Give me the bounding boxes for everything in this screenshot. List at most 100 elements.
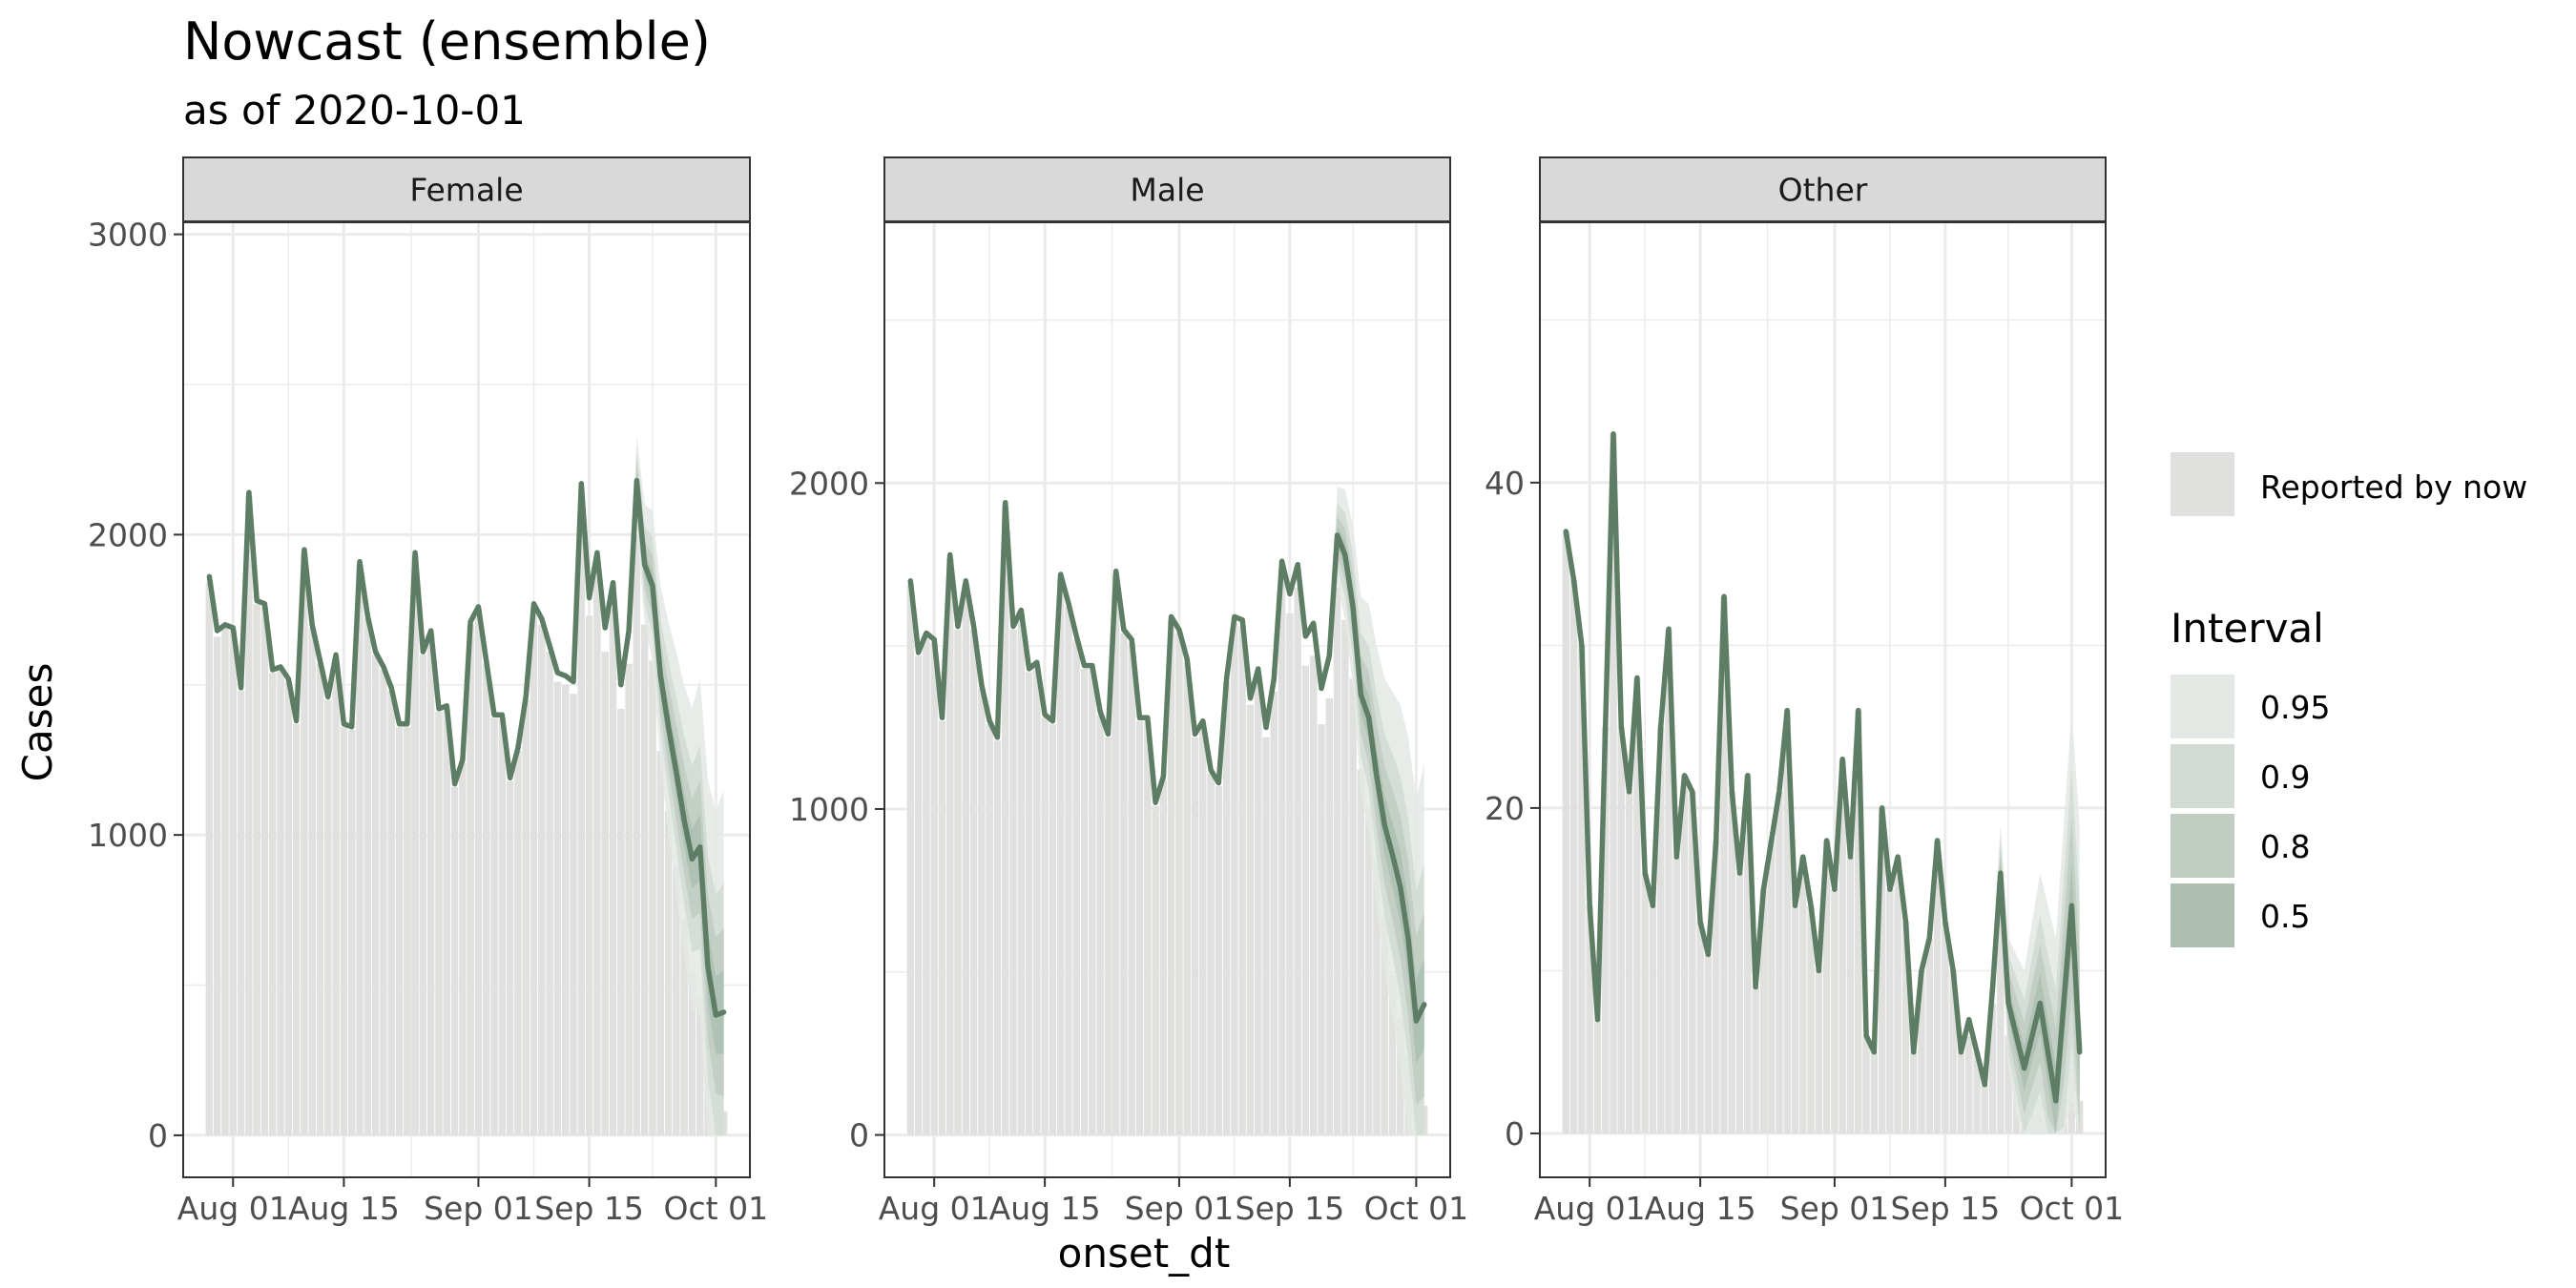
reported-bar xyxy=(656,751,664,1135)
reported-bar xyxy=(1767,841,1776,1133)
reported-bar xyxy=(229,631,237,1135)
reported-bar xyxy=(1704,954,1713,1133)
interval-band-50 xyxy=(1329,525,1424,1064)
reported-bar xyxy=(316,663,324,1135)
reported-bar xyxy=(978,688,986,1135)
reported-bar xyxy=(1065,607,1072,1135)
y-tick-label: 0 xyxy=(1505,1115,1525,1153)
reported-bar xyxy=(1957,1051,1965,1133)
reported-bar xyxy=(1207,773,1215,1135)
reported-bar xyxy=(1901,922,1910,1133)
nowcast-line xyxy=(1563,430,2083,1104)
reported-bar xyxy=(1325,697,1334,1135)
facet-strip-label: Female xyxy=(409,172,523,209)
reported-bar xyxy=(633,534,641,1135)
reported-bar xyxy=(1128,642,1135,1135)
reported-bar xyxy=(1602,726,1610,1133)
panel-other: Other 0 20 40 Aug 01 Aug 15 Sep 01 Sep 15 Oct 01 xyxy=(1485,156,2124,1227)
reported-bar xyxy=(688,972,696,1135)
reported-bar xyxy=(969,630,978,1135)
reported-bar xyxy=(640,624,649,1135)
x-tick-label: Sep 01 xyxy=(1125,1190,1235,1227)
reported-bar xyxy=(1159,779,1168,1135)
reported-bar xyxy=(1231,623,1238,1135)
y-axis-title: Cases xyxy=(14,663,61,782)
reported-bar xyxy=(930,642,938,1135)
reported-bar xyxy=(2005,1035,2012,1133)
panel-female: Female 0 1000 2000 3000 Aug 01 Aug 15 Sep 01 Sep… xyxy=(88,156,768,1227)
reported-bar xyxy=(1033,665,1041,1135)
reported-bar xyxy=(1593,1019,1602,1133)
nowcast-line xyxy=(907,500,1427,1024)
reported-bar xyxy=(664,810,673,1135)
reported-bar xyxy=(561,684,570,1135)
reported-bar xyxy=(1870,1051,1879,1133)
y-tick-label: 0 xyxy=(148,1117,168,1154)
reported-bar xyxy=(426,634,435,1135)
reported-bar xyxy=(284,681,293,1135)
y-tick-label: 3000 xyxy=(88,217,168,254)
reported-bar xyxy=(1120,633,1128,1135)
reported-bar xyxy=(617,708,625,1135)
reported-bar xyxy=(1286,613,1294,1135)
reported-bar xyxy=(1712,841,1720,1133)
reported-bar xyxy=(1089,669,1096,1135)
reported-bar xyxy=(1610,433,1617,1133)
reported-bar xyxy=(1696,922,1704,1133)
legend-key-interval xyxy=(2171,883,2234,947)
reported-bar xyxy=(1988,1003,1997,1133)
reported-bar xyxy=(253,603,260,1135)
reported-bar xyxy=(301,552,308,1135)
reported-bar xyxy=(419,654,427,1135)
reported-bar xyxy=(332,657,340,1135)
y-tick-label: 2000 xyxy=(789,465,869,502)
reported-bar xyxy=(1025,672,1033,1135)
reported-bar xyxy=(649,660,656,1135)
reported-bar xyxy=(371,654,380,1135)
legend-label-reported: Reported by now xyxy=(2260,468,2527,506)
panel-plot-area xyxy=(884,222,1450,1177)
panel-male: Male 0 1000 2000 Aug 01 Aug 15 Sep 01 Sep 15 Oct… xyxy=(789,156,1469,1227)
reported-bar xyxy=(1862,1035,1870,1133)
facet-strip-label: Other xyxy=(1778,172,1868,209)
reported-bar xyxy=(1689,791,1696,1133)
reported-bar xyxy=(530,610,538,1135)
legend-title-interval: Interval xyxy=(2171,605,2324,652)
reported-bar xyxy=(1799,857,1807,1133)
y-tick-label: 2000 xyxy=(88,516,168,553)
reported-bar xyxy=(1215,786,1223,1135)
reported-bar xyxy=(1270,691,1278,1135)
reported-bar xyxy=(609,610,617,1135)
x-tick-label: Sep 15 xyxy=(534,1190,644,1227)
interval-band-80 xyxy=(1329,515,1424,1106)
reported-bar xyxy=(1072,639,1080,1135)
legend-label-interval: 0.8 xyxy=(2260,828,2310,865)
reported-bar xyxy=(1752,987,1759,1133)
reported-bar xyxy=(1973,1051,1981,1133)
reported-bar xyxy=(1191,737,1199,1135)
reported-bar xyxy=(538,624,546,1135)
reported-bar xyxy=(923,635,930,1135)
reported-bar xyxy=(1744,775,1752,1133)
reported-bar xyxy=(1318,724,1325,1135)
reported-bar xyxy=(954,630,962,1135)
reported-bar xyxy=(1135,720,1144,1135)
reported-bar xyxy=(1791,905,1799,1133)
interval-band-50 xyxy=(1984,860,2080,1133)
reported-bar xyxy=(1238,626,1246,1135)
reported-bar xyxy=(1783,710,1791,1133)
x-tick-label: Oct 01 xyxy=(1364,1190,1469,1227)
reported-bar xyxy=(673,864,680,1135)
reported-bar xyxy=(1388,975,1397,1135)
nowcast-line xyxy=(206,477,727,1018)
x-axis-title: onset_dt xyxy=(1058,1230,1231,1277)
reported-bar xyxy=(593,571,601,1135)
reported-bar xyxy=(1152,805,1159,1135)
reported-bar xyxy=(522,699,530,1135)
reported-bar xyxy=(1672,857,1681,1133)
reported-bar xyxy=(553,681,562,1135)
reported-bar xyxy=(696,997,704,1135)
reported-bar xyxy=(1855,710,1862,1133)
reported-bar xyxy=(1041,717,1049,1135)
